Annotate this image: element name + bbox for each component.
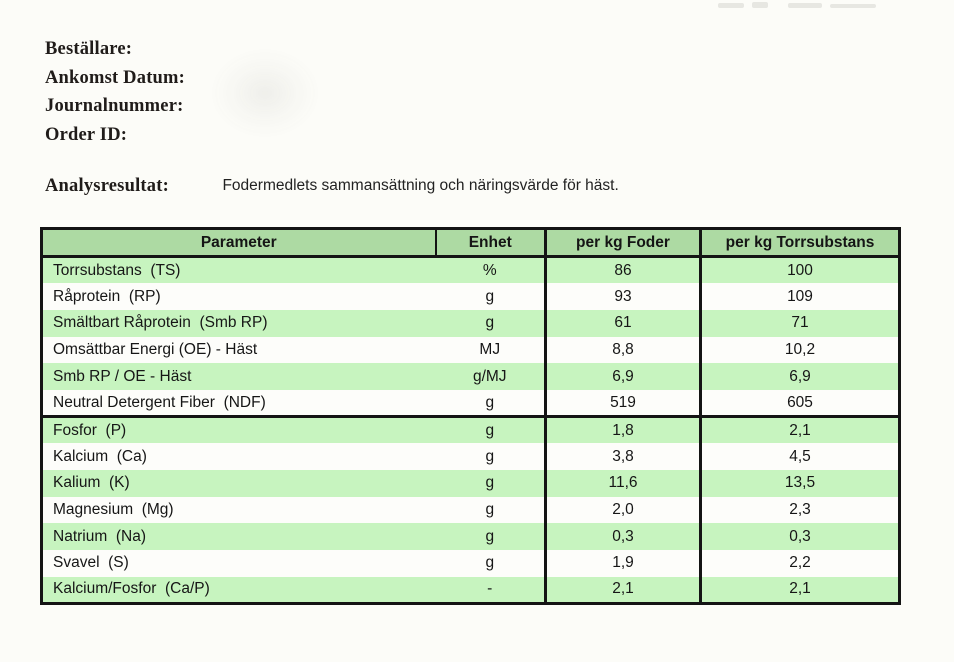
unit-cell: g	[435, 389, 546, 417]
analysis-result-line: Analysresultat: Fodermedlets sammansättn…	[45, 176, 905, 197]
unit-cell: g	[435, 470, 546, 497]
unit-cell: g	[435, 523, 546, 551]
table-row: Natrium (Na) g 0,3 0,3	[41, 523, 900, 551]
column-header-parameter: Parameter	[41, 228, 436, 258]
unit-cell: g	[435, 309, 546, 337]
per-kg-torrsubstans-cell: 13,5	[699, 470, 900, 497]
unit-cell: -	[435, 576, 546, 604]
table-row: Omsättbar Energi (OE) - Häst MJ 8,8 10,2	[41, 336, 900, 364]
per-kg-foder-cell: 519	[544, 389, 701, 417]
table-row: Råprotein (RP) g 93 109	[41, 283, 900, 310]
table-row: Torrsubstans (TS) % 86 100	[41, 256, 900, 284]
parameter-cell: Torrsubstans (TS)	[41, 256, 436, 284]
table-row: Kalcium/Fosfor (Ca/P) - 2,1 2,1	[41, 576, 900, 604]
field-label-order-id: Order ID:	[45, 124, 128, 145]
parameter-cell: Fosfor (P)	[41, 415, 436, 444]
table-row: Neutral Detergent Fiber (NDF) g 519 605	[41, 389, 900, 417]
table-row: Fosfor (P) g 1,8 2,1	[41, 415, 900, 444]
table-row: Kalcium (Ca) g 3,8 4,5	[41, 443, 900, 470]
per-kg-torrsubstans-cell: 2,1	[699, 415, 900, 444]
unit-cell: MJ	[435, 336, 546, 364]
per-kg-foder-cell: 93	[544, 283, 701, 310]
per-kg-foder-cell: 1,8	[544, 415, 701, 444]
unit-cell: %	[435, 256, 546, 284]
parameter-cell: Smb RP / OE - Häst	[41, 363, 436, 390]
parameter-cell: Omsättbar Energi (OE) - Häst	[41, 336, 436, 364]
analysis-result-description: Fodermedlets sammansättning och näringsv…	[222, 177, 619, 194]
per-kg-foder-cell: 6,9	[544, 363, 701, 390]
table-row: Magnesium (Mg) g 2,0 2,3	[41, 496, 900, 524]
table-row: Kalium (K) g 11,6 13,5	[41, 470, 900, 497]
unit-cell: g	[435, 496, 546, 524]
analysis-table: Parameter Enhet per kg Foder per kg Torr…	[40, 227, 901, 605]
parameter-cell: Kalcium/Fosfor (Ca/P)	[41, 576, 436, 604]
table-header-row: Parameter Enhet per kg Foder per kg Torr…	[41, 228, 900, 258]
per-kg-torrsubstans-cell: 605	[699, 389, 900, 417]
analysis-result-label: Analysresultat:	[45, 176, 169, 196]
per-kg-foder-cell: 11,6	[544, 470, 701, 497]
column-header-per-kg-torrsubstans: per kg Torrsubstans	[699, 228, 900, 258]
document-meta-block: Beställare: Ankomst Datum: Journalnummer…	[45, 35, 185, 149]
per-kg-foder-cell: 86	[544, 256, 701, 284]
scan-smudge	[752, 2, 768, 8]
field-label-journalnummer: Journalnummer:	[45, 96, 184, 116]
unit-cell: g	[435, 283, 546, 310]
parameter-cell: Smältbart Råprotein (Smb RP)	[41, 309, 436, 337]
per-kg-torrsubstans-cell: 100	[699, 256, 900, 284]
field-label-bestallare: Beställare:	[45, 39, 133, 59]
parameter-cell: Natrium (Na)	[41, 523, 436, 551]
per-kg-torrsubstans-cell: 4,5	[699, 443, 900, 470]
per-kg-torrsubstans-cell: 71	[699, 309, 900, 337]
unit-cell: g	[435, 550, 546, 577]
table-row: Smb RP / OE - Häst g/MJ 6,9 6,9	[41, 363, 900, 390]
per-kg-torrsubstans-cell: 10,2	[699, 336, 900, 364]
per-kg-torrsubstans-cell: 2,3	[699, 496, 900, 524]
scan-smudge	[788, 3, 822, 8]
table-row: Smältbart Råprotein (Smb RP) g 61 71	[41, 309, 900, 337]
per-kg-torrsubstans-cell: 6,9	[699, 363, 900, 390]
unit-cell: g	[435, 415, 546, 444]
parameter-cell: Svavel (S)	[41, 550, 436, 577]
per-kg-torrsubstans-cell: 0,3	[699, 523, 900, 551]
unit-cell: g	[435, 443, 546, 470]
column-header-enhet: Enhet	[434, 228, 546, 258]
per-kg-foder-cell: 61	[544, 309, 701, 337]
per-kg-foder-cell: 3,8	[544, 443, 701, 470]
unit-cell: g/MJ	[435, 363, 546, 390]
per-kg-foder-cell: 2,0	[544, 496, 701, 524]
field-label-ankomst-datum: Ankomst Datum:	[45, 67, 186, 88]
parameter-cell: Råprotein (RP)	[41, 283, 436, 310]
per-kg-foder-cell: 0,3	[544, 523, 701, 551]
per-kg-foder-cell: 2,1	[544, 576, 701, 604]
parameter-cell: Kalium (K)	[41, 470, 436, 497]
per-kg-torrsubstans-cell: 109	[699, 283, 900, 310]
parameter-cell: Neutral Detergent Fiber (NDF)	[41, 389, 436, 417]
redacted-values-blur	[210, 48, 320, 138]
parameter-cell: Magnesium (Mg)	[41, 496, 436, 524]
table-row: Svavel (S) g 1,9 2,2	[41, 550, 900, 577]
scan-smudge	[718, 3, 744, 8]
scan-smudge	[830, 4, 876, 8]
column-header-per-kg-foder: per kg Foder	[544, 228, 701, 258]
per-kg-torrsubstans-cell: 2,1	[699, 576, 900, 604]
parameter-cell: Kalcium (Ca)	[41, 443, 436, 470]
scan-artifact-marks	[700, 0, 900, 12]
per-kg-foder-cell: 1,9	[544, 550, 701, 577]
per-kg-foder-cell: 8,8	[544, 336, 701, 364]
per-kg-torrsubstans-cell: 2,2	[699, 550, 900, 577]
